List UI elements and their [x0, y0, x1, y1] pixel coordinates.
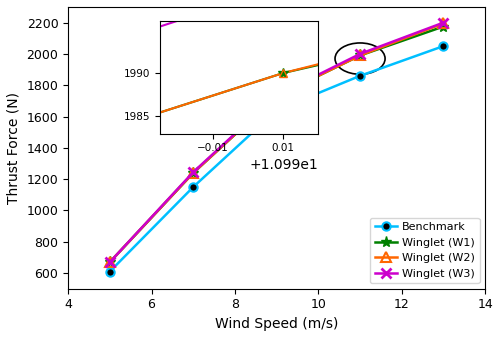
- Winglet (W1): [190, 171, 196, 175]
- Benchmark: [274, 108, 280, 112]
- Winglet (W2): [107, 260, 113, 264]
- Winglet (W3): [190, 170, 196, 174]
- Benchmark: [190, 185, 196, 189]
- Benchmark: [440, 44, 446, 48]
- Winglet (W3): [107, 260, 113, 264]
- Winglet (W2): [274, 94, 280, 98]
- Line: Winglet (W3): Winglet (W3): [105, 18, 448, 267]
- Winglet (W3): [357, 52, 363, 56]
- Line: Winglet (W2): Winglet (W2): [105, 19, 448, 267]
- Winglet (W1): [107, 260, 113, 264]
- Winglet (W1): [440, 24, 446, 28]
- Winglet (W2): [190, 171, 196, 175]
- Winglet (W3): [440, 21, 446, 25]
- Benchmark: [357, 74, 363, 78]
- Winglet (W2): [440, 21, 446, 25]
- X-axis label: Wind Speed (m/s): Wind Speed (m/s): [215, 317, 338, 331]
- Y-axis label: Thrust Force (N): Thrust Force (N): [7, 92, 21, 204]
- Benchmark: [107, 269, 113, 273]
- Legend: Benchmark, Winglet (W1), Winglet (W2), Winglet (W3): Benchmark, Winglet (W1), Winglet (W2), W…: [370, 218, 480, 283]
- Winglet (W1): [357, 53, 363, 57]
- Winglet (W3): [274, 93, 280, 97]
- Winglet (W1): [274, 94, 280, 98]
- Line: Benchmark: Benchmark: [106, 42, 448, 276]
- Line: Winglet (W1): Winglet (W1): [104, 21, 449, 268]
- Winglet (W2): [357, 53, 363, 57]
